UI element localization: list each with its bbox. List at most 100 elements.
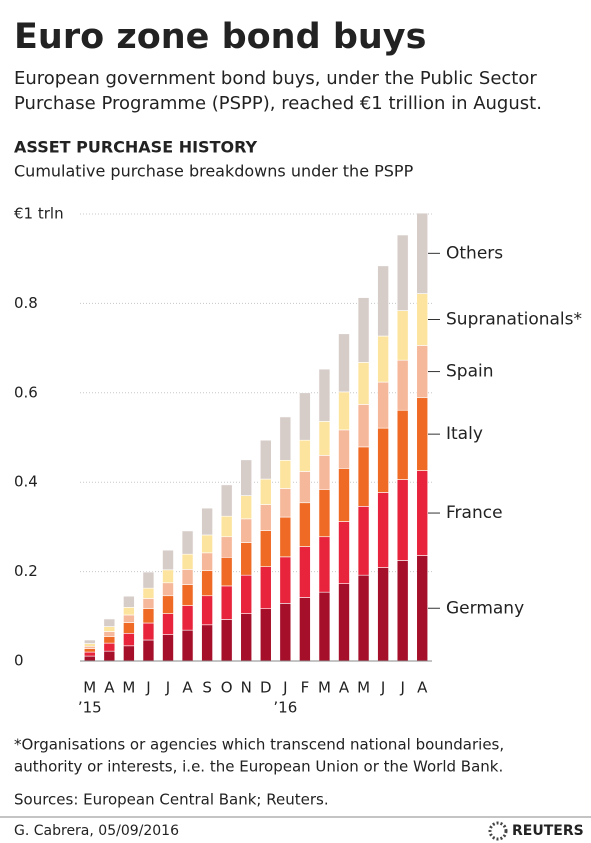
bar-segment <box>396 560 409 662</box>
bar-segment <box>416 212 429 294</box>
credit: G. Cabrera, 05/09/2016 <box>14 823 179 839</box>
bar-segment <box>318 421 331 456</box>
bar-segment <box>162 549 174 571</box>
bar-segment <box>83 643 96 647</box>
x-tick-label: F <box>301 679 310 697</box>
bar-segment <box>338 468 350 522</box>
bar-segment <box>299 439 311 472</box>
bar-segment <box>201 507 213 536</box>
bar-segment <box>220 585 233 620</box>
legend-label: Spain <box>446 362 494 382</box>
bar-segment <box>142 622 155 641</box>
bar-segment <box>201 552 213 572</box>
bar-segment <box>396 234 409 311</box>
y-tick-label: 0.8 <box>14 294 38 312</box>
bar-segment <box>83 651 96 657</box>
bar-segment <box>240 574 253 614</box>
bar-segment <box>103 636 116 644</box>
bar-segment <box>318 489 331 538</box>
bar-segment <box>299 502 311 547</box>
bar-segment <box>357 446 370 507</box>
legend-label: Supranationals* <box>446 309 582 329</box>
bar-segment <box>357 404 370 448</box>
x-tick-label: S <box>202 679 212 697</box>
bar-segment <box>142 608 155 624</box>
bar-segment <box>181 553 194 570</box>
bar-segment <box>357 297 370 363</box>
y-tick-label: 0 <box>14 652 24 670</box>
sources: Sources: European Central Bank; Reuters. <box>14 791 329 809</box>
bar-segment <box>396 409 409 480</box>
bar-segment <box>220 619 233 662</box>
bar-segment <box>279 416 292 461</box>
bar-segment <box>377 381 389 429</box>
bar-segment <box>240 459 253 496</box>
bar-segment <box>83 645 96 649</box>
bar-segment <box>357 506 370 576</box>
bar-segment <box>123 614 135 623</box>
bar-segment <box>181 530 194 555</box>
bar-segment <box>240 495 253 520</box>
bar-segment <box>377 265 389 337</box>
bar-segment <box>181 584 194 606</box>
bar-segment <box>416 397 429 471</box>
x-tick-label: M <box>83 679 96 697</box>
bar-segment <box>142 571 155 589</box>
bar-segment <box>318 455 331 490</box>
x-tick-label: A <box>339 679 350 697</box>
y-tick-label: 0.6 <box>14 383 38 401</box>
bar-segment <box>201 570 213 597</box>
x-tick-label: N <box>241 679 252 697</box>
bar-segment <box>220 556 233 587</box>
bar-segment <box>240 613 253 662</box>
footnote: *Organisations or agencies which transce… <box>14 736 504 754</box>
subtitle: European government bond buys, under the… <box>14 68 537 89</box>
bar-segment <box>416 470 429 556</box>
bar-segment <box>299 597 311 662</box>
bar-segment <box>338 429 350 469</box>
bar-segment <box>377 567 389 662</box>
bar-segment <box>416 555 429 662</box>
footnote: authority or interests, i.e. the Europea… <box>14 758 503 776</box>
x-tick-label: A <box>104 679 115 697</box>
bar-segment <box>357 574 370 662</box>
bar-segment <box>162 569 174 584</box>
x-tick-label: O <box>221 679 233 697</box>
bar-segment <box>396 359 409 411</box>
bar-segment <box>338 583 350 662</box>
bar-segment <box>201 595 213 626</box>
legend-label: Others <box>446 243 503 263</box>
bar-segment <box>103 642 116 652</box>
x-tick-label: J <box>380 679 385 697</box>
bar-segment <box>299 546 311 598</box>
bar-segment <box>103 631 116 637</box>
bar-segment <box>259 504 272 531</box>
bar-segment <box>416 345 429 399</box>
bar-segment <box>123 607 135 616</box>
bar-segment <box>279 488 292 518</box>
chart-subtitle: Cumulative purchase breakdowns under the… <box>14 162 414 181</box>
title: Euro zone bond buys <box>14 17 426 57</box>
bar-segment <box>240 542 253 576</box>
bar-segment <box>162 595 174 614</box>
bar-segment <box>123 632 135 647</box>
bar-segment <box>201 624 213 662</box>
bar-segment <box>338 521 350 584</box>
bar-segment <box>377 492 389 568</box>
bar-segment <box>338 391 350 431</box>
bar-segment <box>279 516 292 558</box>
subtitle: Purchase Programme (PSPP), reached €1 tr… <box>14 93 542 114</box>
y-tick-label: €1 trln <box>14 205 64 223</box>
bar-segment <box>220 536 233 558</box>
bar-segment <box>240 518 253 543</box>
bar-segment <box>181 629 194 662</box>
bar-segment <box>181 605 194 631</box>
x-tick-label: J <box>282 679 287 697</box>
bar-segment <box>201 534 213 554</box>
x-tick-label: J <box>145 679 150 697</box>
logo: REUTERS <box>512 823 584 839</box>
bar-segment <box>396 479 409 561</box>
bar-segment <box>377 335 389 383</box>
bar-segment <box>259 530 272 567</box>
bar-segment <box>259 439 272 480</box>
